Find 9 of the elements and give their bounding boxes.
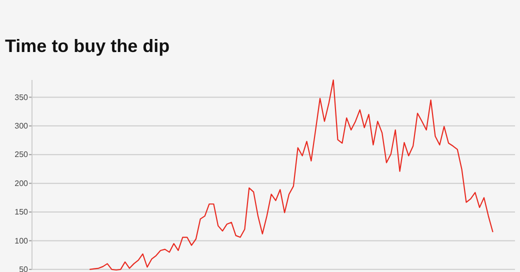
chart-title: Time to buy the dip (5, 36, 170, 56)
line-series (89, 79, 494, 271)
y-tick-label: 100 (14, 236, 29, 246)
y-tick-label: 350 (14, 92, 29, 102)
y-tick-label: 300 (14, 121, 29, 130)
y-tick-label: 200 (14, 178, 29, 188)
y-tick-label: 150 (14, 208, 29, 217)
y-tick-label: 250 (14, 150, 29, 160)
y-tick-label: 50 (19, 264, 29, 272)
